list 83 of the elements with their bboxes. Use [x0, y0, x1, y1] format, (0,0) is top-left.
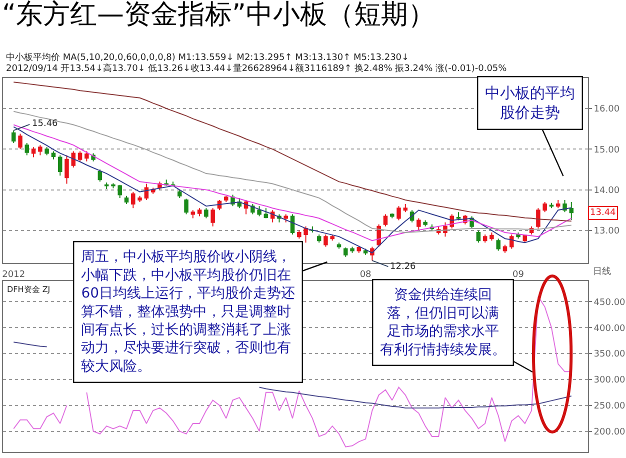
candlestick — [336, 242, 342, 250]
candlestick — [403, 204, 408, 213]
candlestick — [316, 234, 322, 244]
candlestick — [356, 245, 362, 254]
candlestick — [510, 234, 514, 250]
candlestick — [330, 234, 334, 242]
candlestick — [496, 238, 500, 252]
annotation: 13.44 — [590, 208, 616, 218]
y-tick-label: 200.00 — [594, 427, 626, 438]
candlestick — [44, 146, 49, 156]
candlestick — [383, 214, 388, 227]
candlestick — [84, 150, 89, 162]
y-tick-label: 300.00 — [594, 376, 626, 386]
candlestick — [556, 199, 560, 209]
candlestick — [24, 142, 30, 156]
candlestick — [118, 184, 122, 198]
y-tick-label: 13.00 — [594, 226, 620, 237]
x-tick-label: 2012 — [2, 270, 26, 280]
y-tick-label: 14.00 — [594, 186, 620, 196]
candlestick — [184, 198, 188, 215]
candlestick — [58, 154, 62, 176]
annotation: 中小板的平均股价走势 — [485, 84, 576, 122]
candlestick — [310, 226, 315, 234]
y-tick-label: 15.00 — [594, 145, 620, 156]
text: 日线 — [593, 266, 611, 277]
y-tick-label: 16.00 — [594, 104, 620, 115]
candlestick — [197, 208, 202, 217]
candlestick — [31, 146, 36, 158]
annotation: DFH资金 ZJ — [7, 285, 50, 294]
candlestick — [64, 154, 69, 184]
candlestick — [18, 133, 22, 150]
y-tick-label: 400.00 — [594, 324, 626, 334]
candlestick — [210, 208, 215, 227]
candlestick — [131, 191, 136, 209]
x-tick-label: 08 — [360, 270, 372, 280]
x-tick-label: 09 — [512, 270, 524, 280]
y-tick-label: 350.00 — [594, 350, 626, 360]
candlestick — [482, 234, 488, 244]
candlestick — [476, 230, 481, 244]
chart-title: “东方红—资金指标”中小板（短期） — [2, 0, 435, 30]
candlestick — [536, 208, 540, 229]
text: 2012/09/14 开13.54↓高13.70↓ 低13.26↓收13.44↓量26628964↓额3116189↑ 换2.48% 振3.24% 涨(-0.01)-0.05% — [6, 63, 508, 74]
annotation: 周五，中小板平均股价收小阴线，小幅下跌，中小板平均股价仍旧在60日均线上运行，平均股价走势还算不错，整体强势中，只是调整时间有点长，过长的调整消耗了上涨动力，尽快要进行突破，否则也有较大风险。 — [81, 249, 296, 374]
candlestick — [490, 232, 494, 242]
annotation: 12.26 — [390, 262, 416, 272]
candlestick — [12, 130, 16, 144]
line-series — [13, 82, 572, 222]
annotation: 资金供给连续回落，但仍旧可以满足市场的需求水平有利行情持续发展。 — [380, 287, 506, 358]
candlestick — [423, 220, 428, 227]
annotation: 15.46 — [32, 119, 58, 129]
candlestick — [264, 208, 268, 219]
candlestick — [390, 212, 394, 219]
candlestick — [350, 246, 354, 254]
candlestick — [502, 244, 508, 254]
candlestick — [78, 150, 82, 162]
candlestick — [178, 189, 182, 198]
candlestick — [542, 202, 547, 213]
y-tick-label: 450.00 — [594, 298, 626, 308]
candlestick — [416, 218, 421, 231]
candlestick — [304, 226, 308, 244]
candlestick — [569, 202, 574, 220]
candlestick — [38, 144, 42, 156]
y-tick-label: 250.00 — [594, 402, 626, 412]
candlestick — [204, 208, 208, 219]
candlestick — [138, 195, 142, 203]
candlestick — [376, 224, 381, 248]
candlestick — [344, 247, 348, 258]
candlestick — [396, 206, 401, 221]
candlestick — [124, 195, 129, 205]
candlestick — [224, 195, 228, 203]
candlestick — [297, 230, 302, 240]
candlestick — [549, 202, 554, 209]
candlestick — [190, 210, 196, 219]
text: 中小板平均价 MA(5,10,20,0,60,0,0,0,8) M1:13.559↓ M2:13.295↑ M3:13.130↑ M5:13.230↓ — [6, 52, 410, 63]
candlestick — [51, 150, 56, 160]
candlestick — [324, 234, 328, 248]
candlestick — [456, 212, 461, 221]
candlestick — [290, 214, 295, 236]
candlestick — [104, 182, 109, 190]
candlestick — [111, 182, 116, 189]
candlestick — [443, 222, 448, 238]
candlestick — [257, 206, 262, 217]
candlestick — [284, 214, 288, 223]
